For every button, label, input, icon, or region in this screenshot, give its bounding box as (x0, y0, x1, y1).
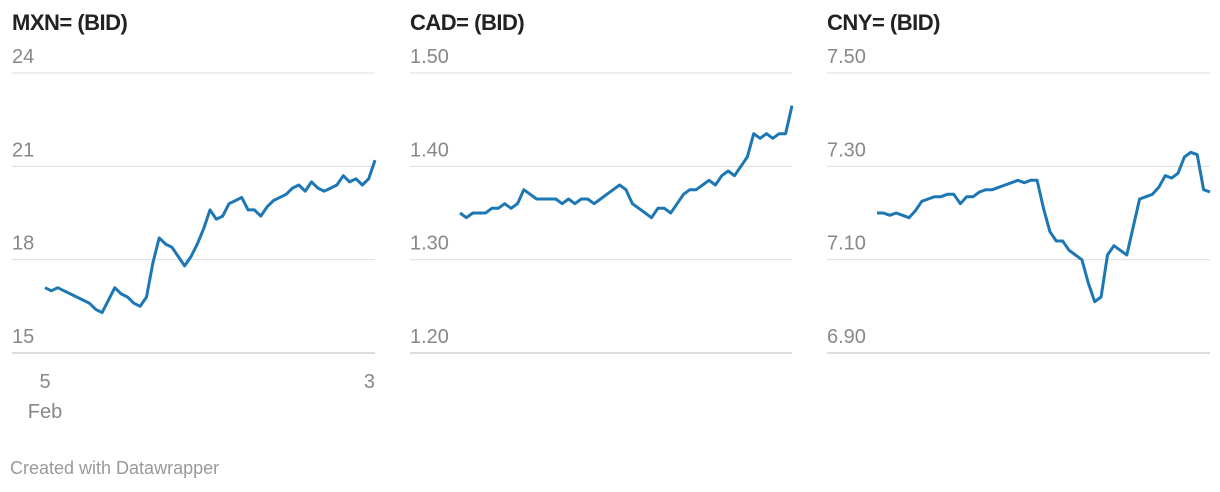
y-tick-label: 6.90 (827, 326, 866, 348)
panel-title: MXN= (BID) (12, 10, 128, 35)
y-tick-label: 15 (12, 326, 34, 348)
data-line (459, 105, 794, 220)
panel-title: CNY= (BID) (827, 10, 940, 35)
y-tick-label: 7.10 (827, 233, 866, 255)
y-tick-label: 7.50 (827, 46, 866, 68)
x-month-label: Feb (28, 401, 62, 423)
panel-title: CAD= (BID) (410, 10, 524, 35)
y-tick-label: 18 (12, 233, 34, 255)
x-tick-label: 5 (39, 371, 50, 393)
y-tick-label: 1.50 (410, 46, 449, 68)
x-tick-label: 3 (364, 371, 375, 393)
y-tick-label: 24 (12, 46, 34, 68)
y-tick-label: 21 (12, 139, 34, 161)
data-line (44, 159, 377, 315)
y-tick-label: 1.40 (410, 139, 449, 161)
y-tick-label: 1.20 (410, 326, 449, 348)
y-tick-label: 1.30 (410, 233, 449, 255)
data-line (877, 150, 1211, 304)
y-tick-label: 7.30 (827, 139, 866, 161)
footer: Created with Datawrapper (10, 458, 219, 478)
